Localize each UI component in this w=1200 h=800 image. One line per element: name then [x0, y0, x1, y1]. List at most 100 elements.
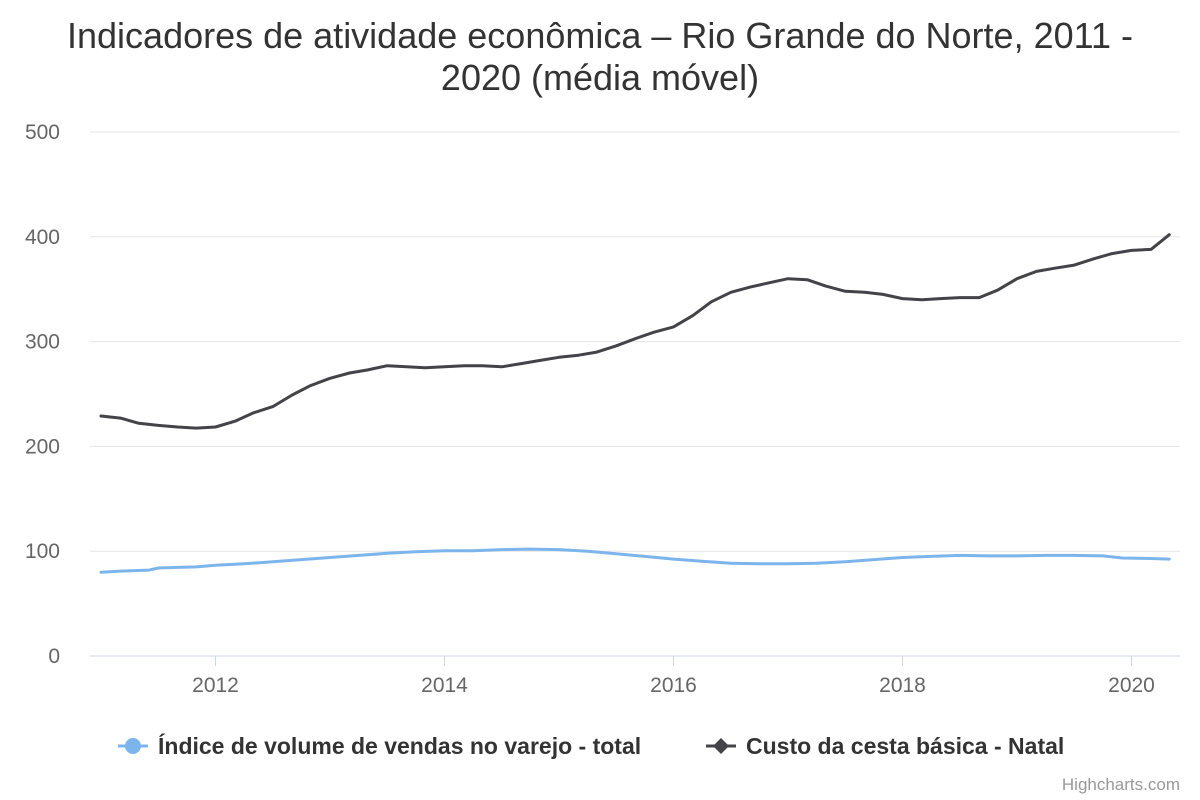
- data-point[interactable]: [900, 296, 906, 302]
- data-point[interactable]: [756, 561, 762, 567]
- data-point[interactable]: [384, 550, 390, 556]
- data-point[interactable]: [213, 562, 219, 568]
- data-point[interactable]: [365, 367, 371, 373]
- data-point[interactable]: [728, 289, 734, 295]
- data-point[interactable]: [671, 324, 677, 330]
- data-point[interactable]: [613, 551, 619, 557]
- data-point[interactable]: [461, 363, 467, 369]
- data-point[interactable]: [957, 552, 963, 558]
- data-point[interactable]: [699, 558, 705, 564]
- data-point[interactable]: [919, 297, 925, 303]
- data-point[interactable]: [594, 349, 600, 355]
- data-point[interactable]: [270, 559, 276, 565]
- data-point[interactable]: [1034, 268, 1040, 274]
- data-point[interactable]: [1166, 232, 1172, 238]
- legend-item-retail-sales-index[interactable]: Índice de volume de vendas no varejo - t…: [118, 732, 641, 759]
- data-point[interactable]: [1166, 556, 1172, 562]
- data-point[interactable]: [193, 425, 199, 431]
- data-point[interactable]: [585, 548, 591, 554]
- data-point[interactable]: [327, 555, 333, 561]
- data-point[interactable]: [479, 363, 485, 369]
- data-point[interactable]: [1043, 552, 1049, 558]
- data-point[interactable]: [842, 288, 848, 294]
- data-point[interactable]: [422, 365, 428, 371]
- data-point[interactable]: [747, 284, 753, 290]
- data-point[interactable]: [175, 424, 181, 430]
- data-point[interactable]: [900, 555, 906, 561]
- data-point[interactable]: [785, 561, 791, 567]
- data-point[interactable]: [995, 287, 1001, 293]
- data-point[interactable]: [556, 354, 562, 360]
- data-point[interactable]: [976, 295, 982, 301]
- data-point[interactable]: [499, 364, 505, 370]
- legend-item-basic-basket-cost[interactable]: Custo da cesta básica - Natal: [706, 733, 1064, 759]
- data-point[interactable]: [213, 424, 219, 430]
- data-point[interactable]: [356, 552, 362, 558]
- data-point[interactable]: [155, 422, 161, 428]
- data-point[interactable]: [193, 564, 199, 570]
- data-point[interactable]: [1148, 556, 1154, 562]
- data-point[interactable]: [442, 364, 448, 370]
- data-point[interactable]: [155, 565, 161, 571]
- data-point[interactable]: [642, 553, 648, 559]
- data-point[interactable]: [308, 383, 314, 389]
- data-point[interactable]: [327, 375, 333, 381]
- data-point[interactable]: [880, 291, 886, 297]
- data-point[interactable]: [1071, 552, 1077, 558]
- data-point[interactable]: [785, 276, 791, 282]
- data-point[interactable]: [404, 364, 410, 370]
- data-point[interactable]: [1100, 553, 1106, 559]
- data-point[interactable]: [1052, 265, 1058, 271]
- data-point[interactable]: [175, 564, 181, 570]
- data-point[interactable]: [250, 410, 256, 416]
- data-point[interactable]: [805, 277, 811, 283]
- credits-link[interactable]: Highcharts.com: [1062, 775, 1180, 794]
- data-point[interactable]: [814, 560, 820, 566]
- data-point[interactable]: [118, 415, 124, 421]
- data-point[interactable]: [241, 561, 247, 567]
- data-point[interactable]: [347, 370, 353, 376]
- data-point[interactable]: [985, 553, 991, 559]
- data-point[interactable]: [728, 560, 734, 566]
- data-point[interactable]: [937, 296, 943, 302]
- data-point[interactable]: [298, 557, 304, 563]
- data-point[interactable]: [470, 548, 476, 554]
- data-point[interactable]: [146, 567, 152, 573]
- data-point[interactable]: [270, 404, 276, 410]
- data-point[interactable]: [613, 343, 619, 349]
- data-point[interactable]: [957, 295, 963, 301]
- data-point[interactable]: [518, 361, 524, 367]
- legend-label[interactable]: Índice de volume de vendas no varejo - t…: [158, 732, 641, 759]
- data-point[interactable]: [842, 559, 848, 565]
- data-point[interactable]: [766, 280, 772, 286]
- data-point[interactable]: [98, 569, 104, 575]
- data-point[interactable]: [576, 352, 582, 358]
- data-point[interactable]: [537, 358, 543, 364]
- data-point[interactable]: [556, 547, 562, 553]
- data-point[interactable]: [928, 553, 934, 559]
- series-line[interactable]: [99, 547, 1171, 574]
- data-point[interactable]: [413, 549, 419, 555]
- data-point[interactable]: [1148, 246, 1154, 252]
- data-point[interactable]: [633, 336, 639, 342]
- data-point[interactable]: [118, 568, 124, 574]
- legend-label[interactable]: Custo da cesta básica - Natal: [746, 733, 1064, 759]
- data-point[interactable]: [232, 418, 238, 424]
- data-point[interactable]: [289, 392, 295, 398]
- data-point[interactable]: [651, 329, 657, 335]
- data-point[interactable]: [1109, 251, 1115, 257]
- data-point[interactable]: [98, 413, 104, 419]
- data-point[interactable]: [527, 546, 533, 552]
- data-point[interactable]: [862, 289, 868, 295]
- data-point[interactable]: [499, 547, 505, 553]
- data-point[interactable]: [442, 548, 448, 554]
- data-point[interactable]: [708, 299, 714, 305]
- data-point[interactable]: [1014, 553, 1020, 559]
- data-point[interactable]: [384, 363, 390, 369]
- data-point[interactable]: [1071, 262, 1077, 268]
- data-point[interactable]: [871, 557, 877, 563]
- data-point[interactable]: [823, 283, 829, 289]
- data-point[interactable]: [136, 420, 142, 426]
- data-point[interactable]: [1129, 247, 1135, 253]
- data-point[interactable]: [671, 556, 677, 562]
